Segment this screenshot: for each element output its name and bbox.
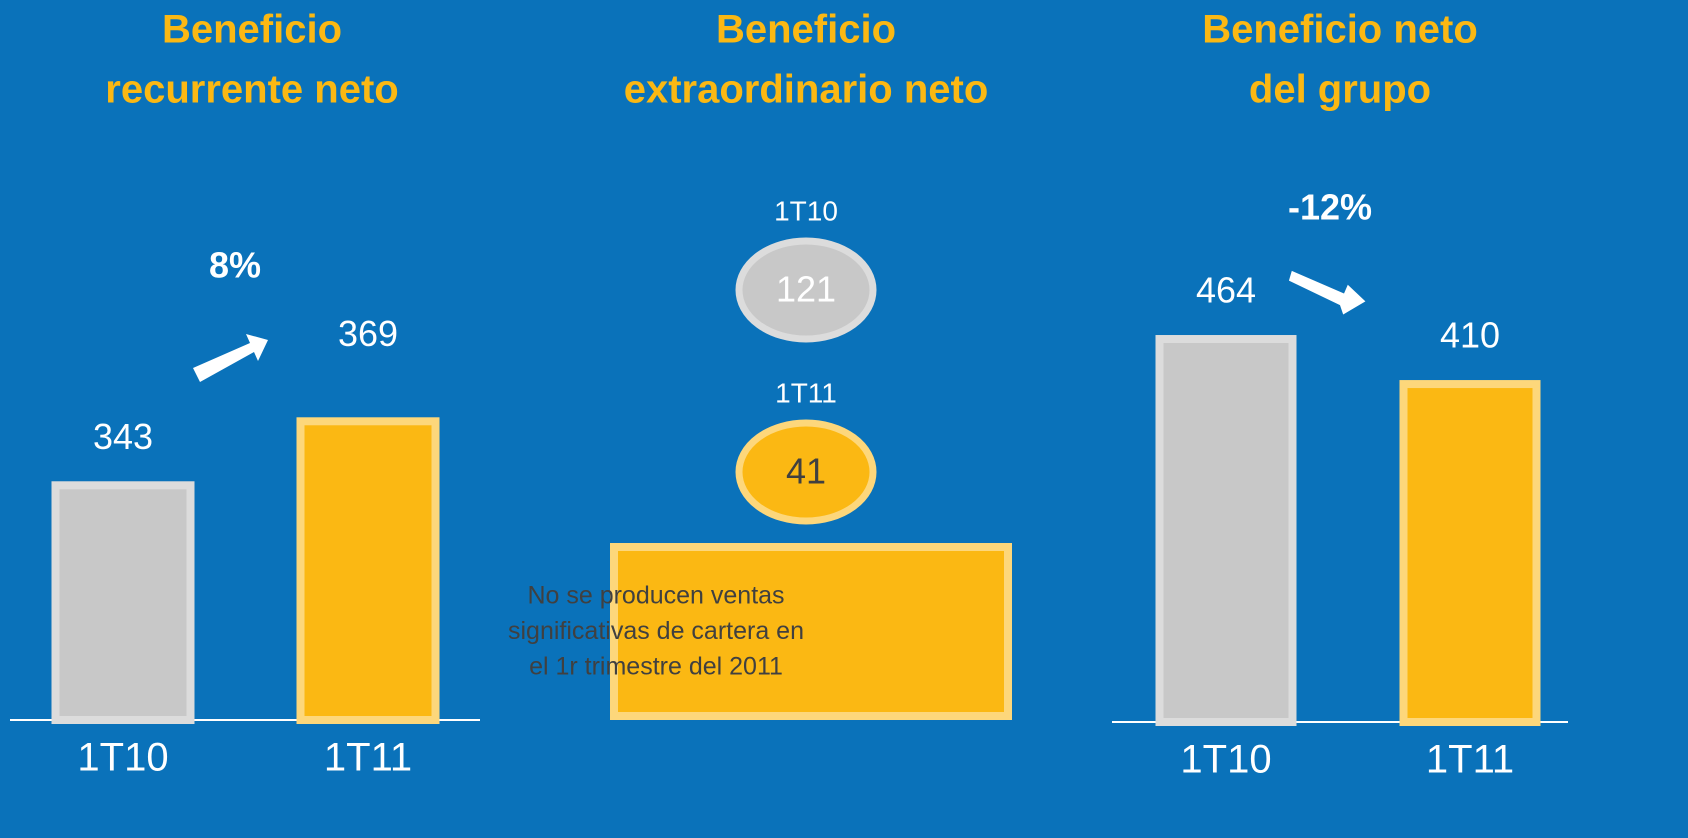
note-text: el 1r trimestre del 2011 <box>529 653 783 681</box>
up-arrow <box>193 334 268 382</box>
bar <box>1399 380 1541 726</box>
x-tick-label: 1T11 <box>324 736 412 780</box>
value-label: 464 <box>1196 270 1256 311</box>
chart-title: Beneficio <box>716 8 896 52</box>
down-arrow <box>1288 270 1366 315</box>
note-text: No se producen ventas <box>527 582 784 610</box>
chart-title: Beneficio <box>162 8 342 52</box>
category-label: 1T10 <box>774 195 838 226</box>
annotation: 8% <box>209 245 261 286</box>
value-label: 121 <box>776 269 836 310</box>
x-tick-label: 1T10 <box>77 736 168 780</box>
bar <box>51 481 195 725</box>
oval <box>735 419 877 525</box>
x-tick-label: 1T11 <box>1426 738 1514 782</box>
category-label: 1T11 <box>775 377 837 408</box>
chart-title: Beneficio neto <box>1202 8 1478 52</box>
note-text: significativas de cartera en <box>508 617 804 645</box>
bar <box>1155 335 1297 726</box>
chart-title: recurrente neto <box>105 68 398 112</box>
oval <box>735 237 877 343</box>
value-label: 41 <box>786 451 826 492</box>
chart-title: extraordinario neto <box>624 68 989 112</box>
value-label: 369 <box>338 313 398 354</box>
value-label: 410 <box>1440 315 1500 356</box>
note-box <box>610 543 1012 720</box>
annotation: -12% <box>1288 187 1372 228</box>
x-tick-label: 1T10 <box>1180 738 1271 782</box>
bar <box>296 417 440 724</box>
chart-title: del grupo <box>1249 68 1431 112</box>
value-label: 343 <box>93 416 153 457</box>
